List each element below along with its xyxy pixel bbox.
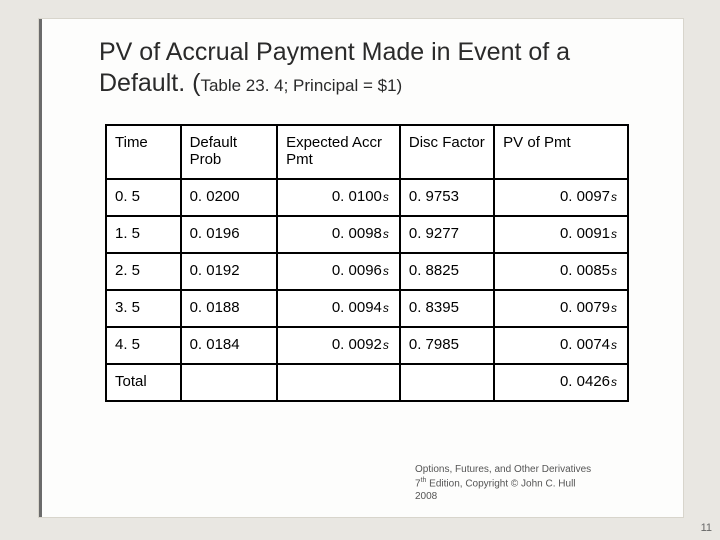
cell-time: 1. 5 — [106, 216, 181, 253]
col-header: PV of Pmt — [494, 125, 628, 179]
pv-table: Time Default Prob Expected Accr Pmt Disc… — [105, 124, 629, 402]
cell-total-label: Total — [106, 364, 181, 401]
cell-empty — [400, 364, 494, 401]
cell-prob: 0. 0188 — [181, 290, 278, 327]
table-head: Time Default Prob Expected Accr Pmt Disc… — [106, 125, 628, 179]
cell-pv: 0. 0079s — [494, 290, 628, 327]
title-sub: Table 23. 4; Principal = $1) — [200, 76, 402, 95]
accent-bar — [39, 19, 42, 517]
cell-prob: 0. 0184 — [181, 327, 278, 364]
footer-line: Edition, Copyright © John C. Hull — [426, 478, 575, 489]
col-header: Time — [106, 125, 181, 179]
footer-line: Options, Futures, and Other Derivatives — [415, 464, 591, 475]
table-row: 0. 50. 02000. 0100s0. 97530. 0097s — [106, 179, 628, 216]
cell-time: 2. 5 — [106, 253, 181, 290]
cell-accr: 0. 0098s — [277, 216, 400, 253]
col-header: Disc Factor — [400, 125, 494, 179]
cell-disc: 0. 9753 — [400, 179, 494, 216]
table-container: Time Default Prob Expected Accr Pmt Disc… — [105, 124, 629, 402]
cell-disc: 0. 7985 — [400, 327, 494, 364]
cell-pv: 0. 0091s — [494, 216, 628, 253]
cell-time: 0. 5 — [106, 179, 181, 216]
cell-total-pv: 0. 0426s — [494, 364, 628, 401]
table-row: 1. 50. 01960. 0098s0. 92770. 0091s — [106, 216, 628, 253]
cell-disc: 0. 9277 — [400, 216, 494, 253]
cell-prob: 0. 0192 — [181, 253, 278, 290]
cell-disc: 0. 8395 — [400, 290, 494, 327]
footer-citation: Options, Futures, and Other Derivatives … — [415, 464, 635, 503]
cell-prob: 0. 0200 — [181, 179, 278, 216]
cell-pv: 0. 0074s — [494, 327, 628, 364]
cell-time: 3. 5 — [106, 290, 181, 327]
col-header: Default Prob — [181, 125, 278, 179]
table-row: 2. 50. 01920. 0096s0. 88250. 0085s — [106, 253, 628, 290]
table-body: 0. 50. 02000. 0100s0. 97530. 0097s1. 50.… — [106, 179, 628, 401]
page-number: 11 — [701, 522, 712, 534]
footer-line: 2008 — [415, 491, 437, 502]
cell-prob: 0. 0196 — [181, 216, 278, 253]
table-row: 4. 50. 01840. 0092s0. 79850. 0074s — [106, 327, 628, 364]
total-row: Total 0. 0426s — [106, 364, 628, 401]
cell-accr: 0. 0100s — [277, 179, 400, 216]
cell-accr: 0. 0094s — [277, 290, 400, 327]
cell-empty — [181, 364, 278, 401]
table-row: 3. 50. 01880. 0094s0. 83950. 0079s — [106, 290, 628, 327]
cell-accr: 0. 0096s — [277, 253, 400, 290]
slide-card: PV of Accrual Payment Made in Event of a… — [38, 18, 684, 518]
cell-empty — [277, 364, 400, 401]
cell-time: 4. 5 — [106, 327, 181, 364]
cell-pv: 0. 0097s — [494, 179, 628, 216]
cell-disc: 0. 8825 — [400, 253, 494, 290]
title-block: PV of Accrual Payment Made in Event of a… — [39, 19, 683, 100]
cell-pv: 0. 0085s — [494, 253, 628, 290]
cell-accr: 0. 0092s — [277, 327, 400, 364]
col-header: Expected Accr Pmt — [277, 125, 400, 179]
header-row: Time Default Prob Expected Accr Pmt Disc… — [106, 125, 628, 179]
